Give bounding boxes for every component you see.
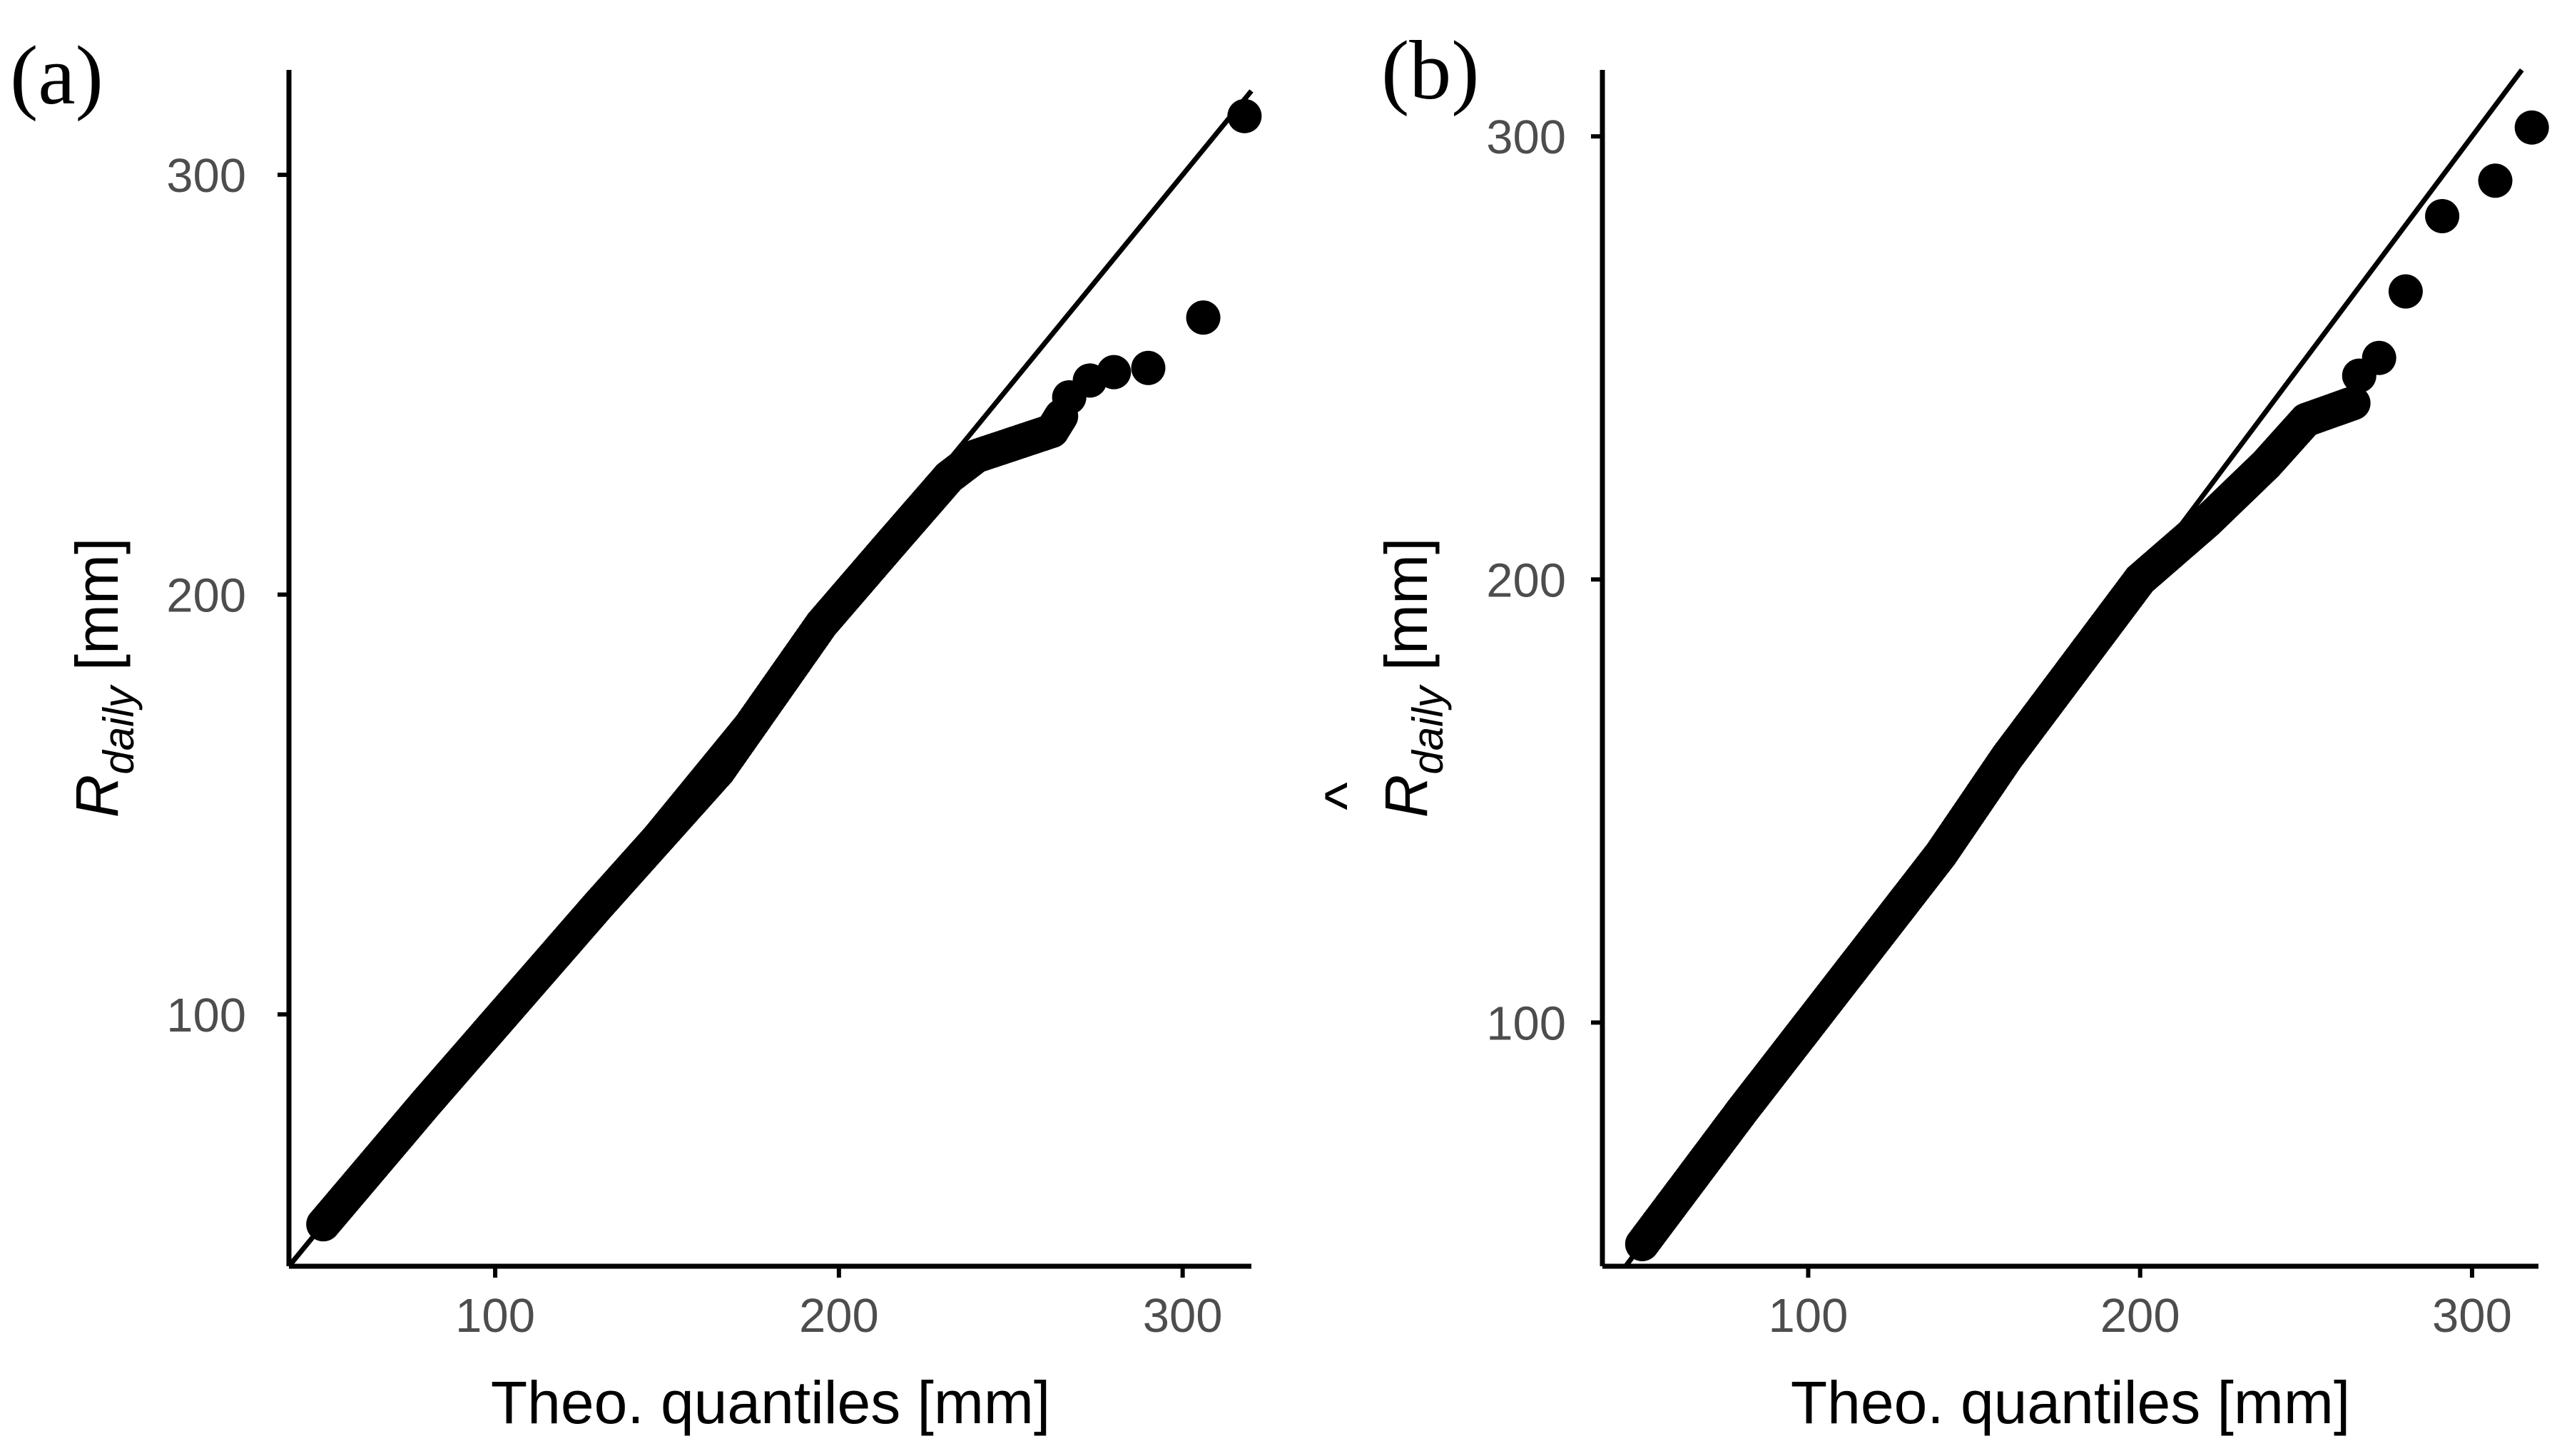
panel-b-x-tick-label-200: 200 — [2100, 1289, 2180, 1343]
panel-b-x-tick-label-100: 100 — [1769, 1289, 1849, 1343]
panel-a-tail-point-4 — [1186, 300, 1221, 335]
panel-b-y-title-main: R — [1373, 775, 1440, 818]
panel-a-x-tick-label-300: 300 — [1143, 1289, 1223, 1343]
panel-b-quantile-point-280 — [2336, 386, 2371, 421]
panel-b-ticks: 100 200 300 100 200 300 — [1486, 111, 2512, 1343]
panel-b-tail-point-3 — [2425, 198, 2460, 233]
panel-a-y-title-sub: daily — [95, 683, 143, 774]
panel-a-x-tick-label-100: 100 — [455, 1289, 535, 1343]
panel-a-plot — [287, 89, 1262, 1268]
panel-a-x-tick-label-200: 200 — [799, 1289, 879, 1343]
panel-b-y-title-unit: [mm] — [1373, 538, 1440, 671]
panel-b-x-tick-label-300: 300 — [2432, 1289, 2512, 1343]
panel-label-b: (b) — [1381, 24, 1480, 117]
panel-b-tail-point-5 — [2514, 110, 2549, 145]
panel-a-y-title-main: R — [63, 775, 131, 818]
panel-a-tail-point-3 — [1131, 350, 1166, 385]
panel-a-tail-point-2 — [1097, 355, 1132, 390]
panel-b-x-title: Theo. quantiles [mm] — [1791, 1369, 2350, 1436]
panel-b-y-tick-label-100: 100 — [1486, 997, 1566, 1050]
panel-label-a: (a) — [10, 29, 103, 122]
panel-b-y-tick-label-300: 300 — [1486, 111, 1566, 164]
panel-b-tail-point-4 — [2478, 163, 2513, 198]
panel-a: (a) 100 200 300 100 200 300 Theo. quantiles [… — [10, 29, 1262, 1436]
panel-a-x-title: Theo. quantiles [mm] — [491, 1369, 1050, 1436]
panel-b: (b) 100 200 300 100 200 300 Theo. quantiles [… — [1313, 24, 2549, 1436]
panel-b-y-title-hat: ^ — [1313, 782, 1380, 810]
panel-a-y-title: Rdaily [mm] — [63, 538, 143, 818]
panel-a-tail-point-5 — [1227, 98, 1262, 133]
panel-a-ticks: 100 200 300 100 200 300 — [166, 149, 1222, 1343]
panel-b-y-title-sub: daily — [1404, 683, 1452, 774]
panel-b-y-tick-label-200: 200 — [1486, 554, 1566, 607]
panel-a-y-title-unit: [mm] — [63, 538, 131, 671]
panel-b-tail-point-1 — [2362, 340, 2396, 375]
panel-b-plot — [1623, 68, 2549, 1268]
panel-b-y-title: Rdaily [mm] — [1373, 538, 1452, 818]
panel-b-tail-point-2 — [2388, 274, 2423, 309]
panel-a-y-tick-label-100: 100 — [166, 989, 246, 1042]
panel-a-y-tick-label-300: 300 — [166, 149, 246, 203]
panel-a-y-tick-label-200: 200 — [166, 569, 246, 623]
